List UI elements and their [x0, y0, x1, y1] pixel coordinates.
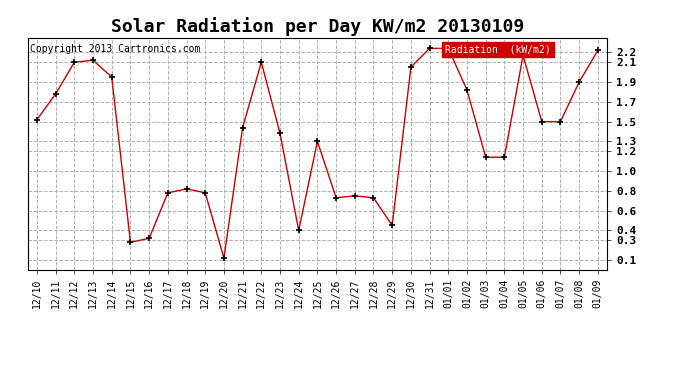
Title: Solar Radiation per Day KW/m2 20130109: Solar Radiation per Day KW/m2 20130109	[111, 17, 524, 36]
Text: Copyright 2013 Cartronics.com: Copyright 2013 Cartronics.com	[30, 45, 201, 54]
Text: Radiation  (kW/m2): Radiation (kW/m2)	[445, 45, 551, 54]
